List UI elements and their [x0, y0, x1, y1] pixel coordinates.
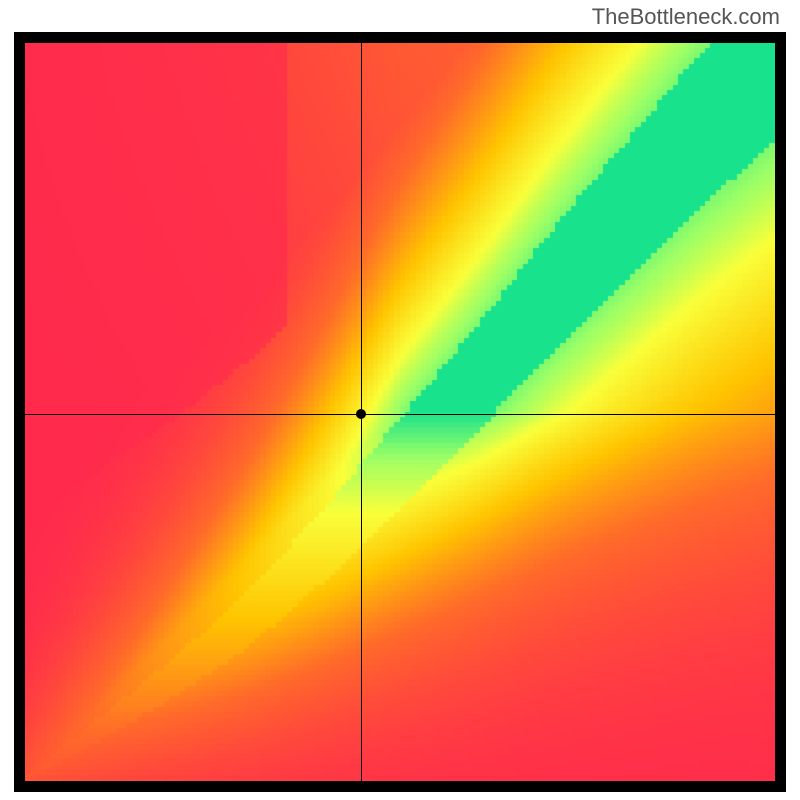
- root: { "meta": { "watermark": "TheBottleneck.…: [0, 0, 800, 800]
- crosshair-marker: [356, 409, 366, 419]
- crosshair-horizontal: [25, 414, 775, 415]
- watermark-text: TheBottleneck.com: [592, 4, 780, 30]
- plot-area: [25, 43, 775, 781]
- heatmap-canvas: [25, 43, 775, 781]
